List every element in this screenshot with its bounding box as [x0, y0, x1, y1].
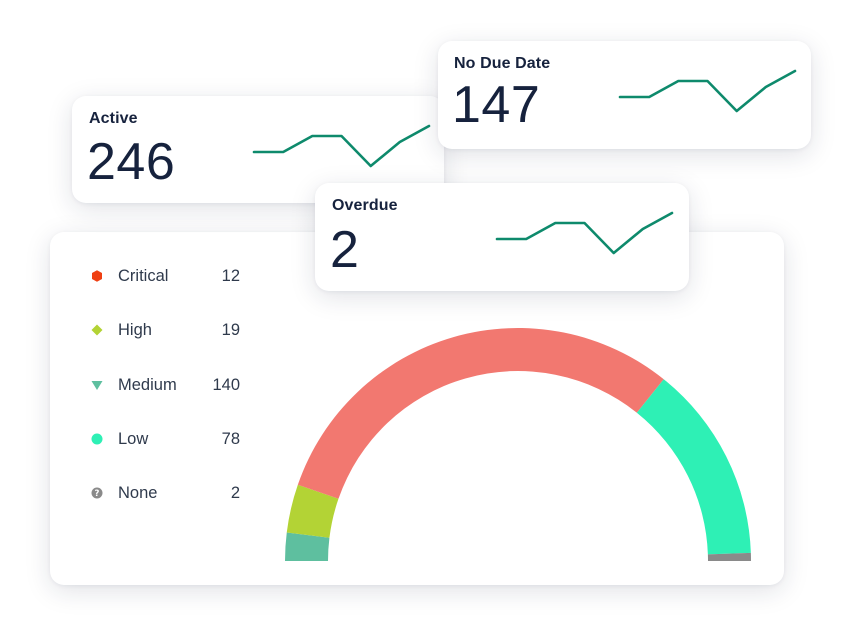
- priority-legend: Critical 12 High 19 Medium 140: [90, 260, 250, 531]
- legend-item-none[interactable]: ? None 2: [90, 477, 250, 531]
- gauge-slice-none[interactable]: [707, 552, 751, 561]
- legend-label: None: [118, 484, 158, 503]
- sparkline-line: [618, 69, 797, 113]
- no-due-date-sparkline: [618, 69, 797, 113]
- legend-item-high[interactable]: High 19: [90, 314, 250, 368]
- gauge-slice-high[interactable]: [286, 484, 339, 538]
- legend-count: 12: [221, 267, 240, 285]
- active-value: 246: [87, 133, 176, 191]
- gauge-slice-medium[interactable]: [285, 532, 330, 561]
- sparkline-line: [495, 211, 674, 255]
- no-due-date-value: 147: [452, 76, 541, 134]
- overdue-value: 2: [330, 221, 360, 279]
- legend-label: Critical: [118, 267, 169, 285]
- overdue-sparkline: [495, 211, 674, 255]
- hexagon-icon: [92, 270, 102, 282]
- no-due-date-stat-card[interactable]: No Due Date 147: [438, 41, 811, 149]
- diamond-icon: [91, 324, 103, 336]
- no-due-date-label: No Due Date: [454, 55, 551, 72]
- svg-text:?: ?: [95, 489, 100, 499]
- overdue-label: Overdue: [332, 197, 398, 214]
- active-sparkline: [252, 124, 431, 168]
- legend-label: Low: [118, 429, 149, 448]
- legend-count: 19: [221, 321, 240, 340]
- gauge-slice-critical[interactable]: [297, 328, 664, 499]
- legend-item-medium[interactable]: Medium 140: [90, 369, 250, 423]
- legend-item-critical[interactable]: Critical 12: [90, 260, 250, 314]
- legend-label: High: [118, 321, 152, 340]
- sparkline-line: [252, 124, 431, 168]
- legend-count: 140: [212, 375, 240, 394]
- legend-count: 2: [230, 484, 240, 503]
- circle-icon: [91, 433, 103, 445]
- overdue-stat-card[interactable]: Overdue 2: [315, 183, 689, 291]
- active-stat-card[interactable]: Active 246: [72, 96, 444, 203]
- gauge-slice-low[interactable]: [636, 379, 751, 555]
- priority-gauge-chart: [285, 328, 751, 561]
- legend-label: Medium: [118, 375, 177, 394]
- active-label: Active: [89, 110, 138, 127]
- question-circle-icon: ?: [91, 487, 103, 499]
- legend-count: 78: [221, 429, 240, 448]
- triangle-down-icon: [91, 380, 103, 390]
- legend-item-low[interactable]: Low 78: [90, 423, 250, 477]
